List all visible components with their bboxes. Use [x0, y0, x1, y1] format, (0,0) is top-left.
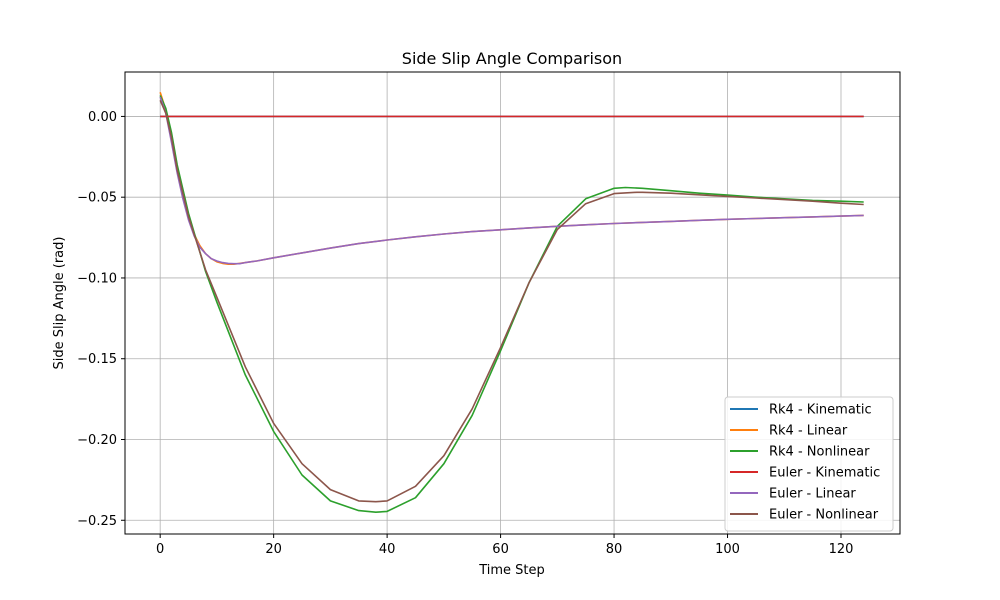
legend-label: Euler - Kinematic [769, 466, 880, 481]
y-tick-label: 0.00 [88, 110, 117, 125]
y-tick-label: −0.10 [77, 271, 117, 286]
x-axis-title: Time Step [478, 563, 545, 578]
y-tick-label: −0.25 [77, 514, 117, 529]
y-tick-label: −0.15 [77, 352, 117, 367]
x-tick-label: 120 [829, 542, 854, 557]
series-line-rk4-nonlinear [159, 95, 864, 513]
series-lines [159, 91, 864, 513]
y-tick-label: −0.05 [77, 191, 117, 206]
legend: Rk4 - Kinematic Rk4 - Linear Rk4 - Nonline… [724, 396, 894, 532]
legend-label: Rk4 - Kinematic [769, 403, 872, 418]
y-axis-title: Side Slip Angle (rad) [52, 237, 67, 370]
y-tick-label: −0.20 [77, 433, 117, 448]
x-tick-label: 100 [715, 542, 740, 557]
series-line-euler-linear [159, 96, 864, 265]
x-tick-label: 80 [606, 542, 623, 557]
legend-label: Euler - Linear [769, 487, 856, 502]
x-tick-label: 0 [156, 542, 164, 557]
series-line-euler-nonlinear [159, 99, 864, 503]
x-tick-label: 60 [492, 542, 509, 557]
x-tick-label: 20 [265, 542, 282, 557]
chart-title: Side Slip Angle Comparison [402, 49, 622, 68]
legend-label: Euler - Nonlinear [769, 508, 879, 523]
plot-frame [124, 71, 901, 535]
legend-frame [724, 396, 894, 532]
x-tick-label: 40 [379, 542, 396, 557]
series-line-rk4-linear [159, 91, 864, 265]
legend-label: Rk4 - Linear [769, 424, 848, 439]
axis-ticks: 0 20 40 60 80 100 120 0.00 −0.05 −0.10 −0.15 −0.20 −… [77, 110, 853, 557]
legend-label: Rk4 - Nonlinear [769, 445, 870, 460]
